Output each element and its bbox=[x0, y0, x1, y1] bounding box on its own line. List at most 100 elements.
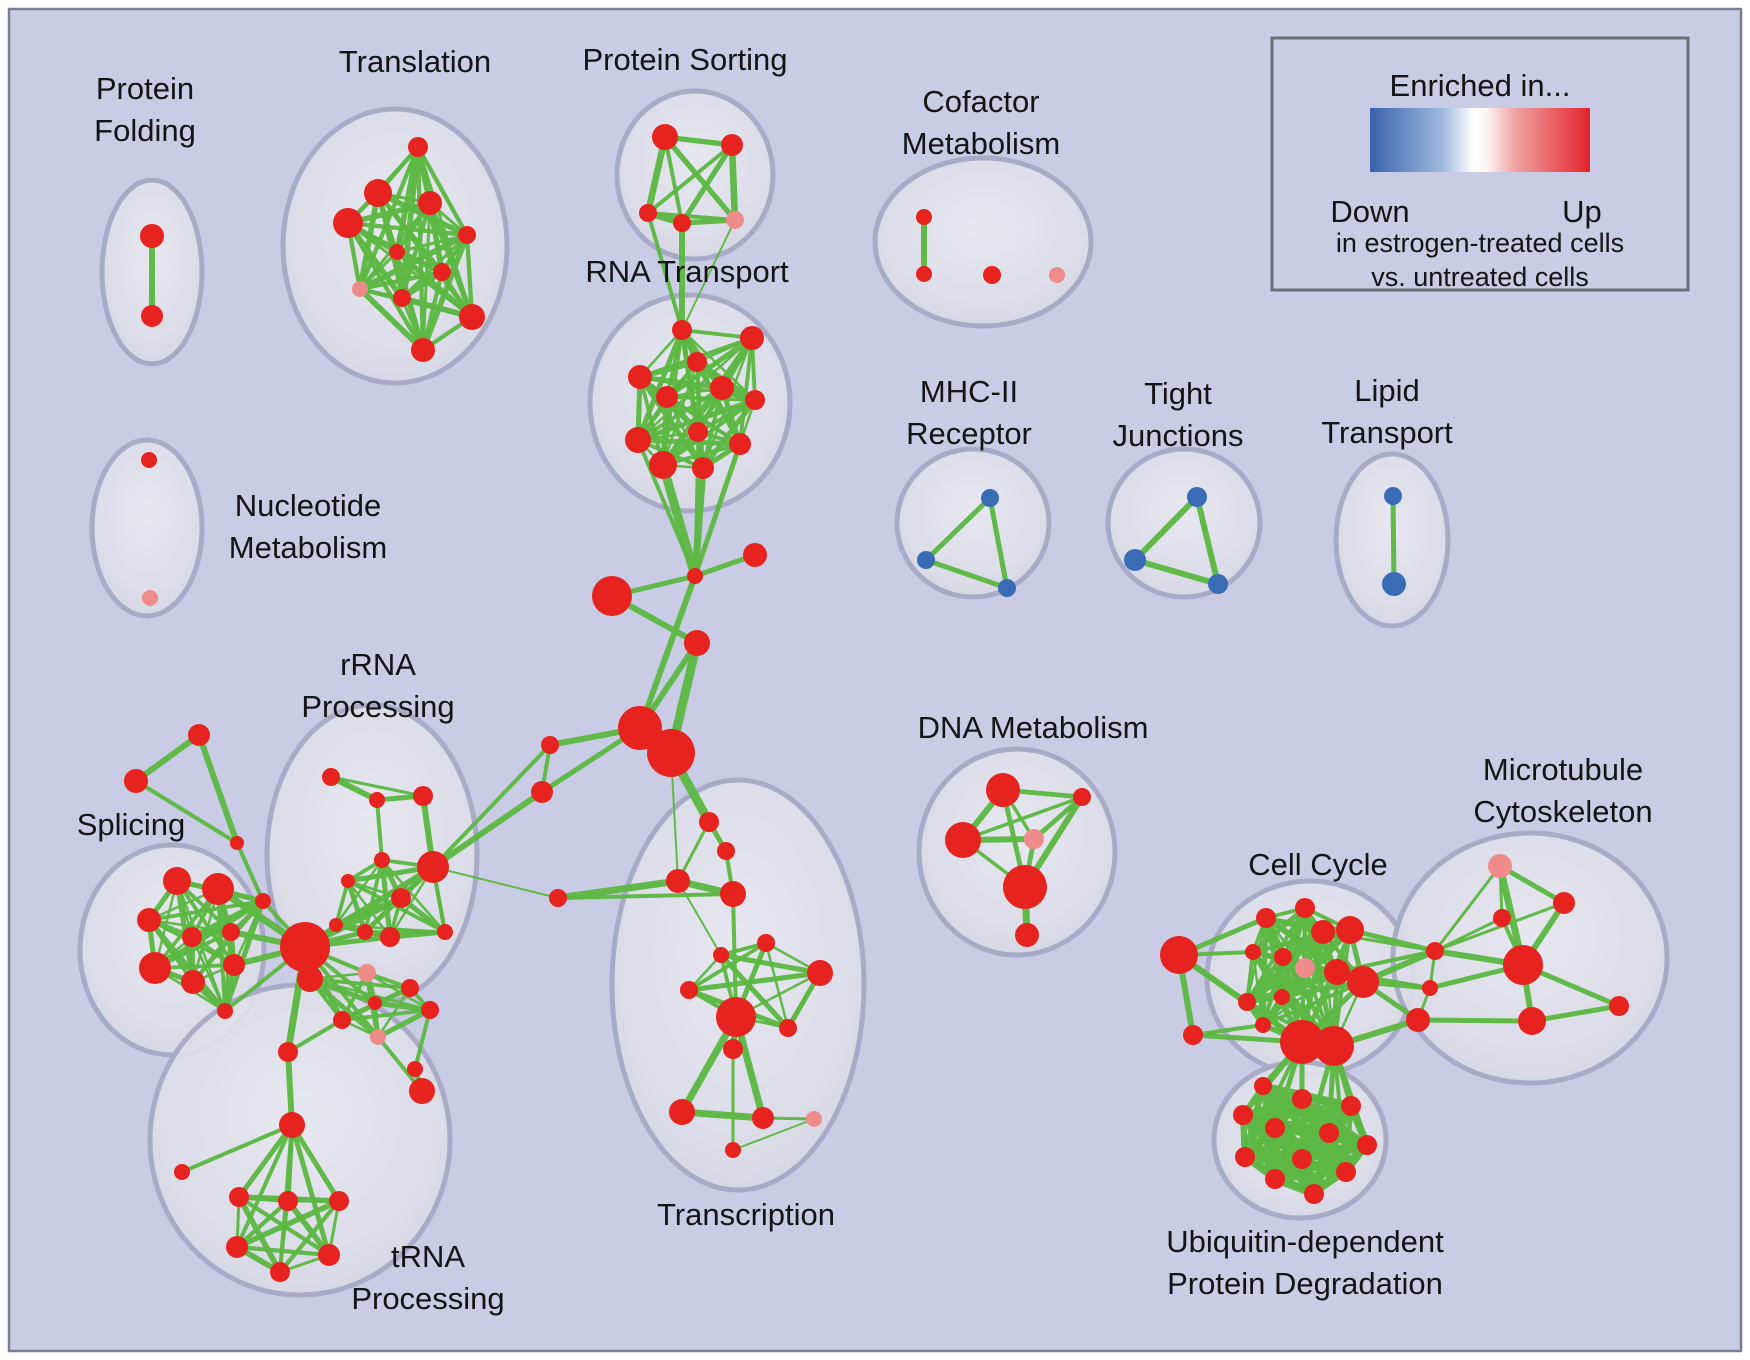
edge bbox=[431, 743, 552, 869]
node-m1 bbox=[1553, 892, 1575, 914]
edge bbox=[285, 1199, 332, 1257]
labels-layer: Protein Folding Translation Protein Sorting… bbox=[77, 42, 1653, 1316]
cluster-label-ubiquitin-degradation: Protein Degradation bbox=[1167, 1266, 1443, 1301]
edge bbox=[662, 135, 738, 222]
node-sp4 bbox=[222, 923, 240, 941]
node-s2 bbox=[639, 204, 657, 222]
edge bbox=[278, 1199, 341, 1274]
node-m2 bbox=[1493, 909, 1511, 927]
node-m4 bbox=[1518, 1007, 1546, 1035]
edge bbox=[420, 271, 445, 351]
node-t1 bbox=[364, 179, 392, 207]
edge bbox=[1390, 495, 1397, 585]
edge bbox=[688, 970, 821, 993]
node-r1 bbox=[740, 326, 764, 350]
node-s3 bbox=[673, 214, 691, 232]
cluster-label-protein-folding: Protein bbox=[96, 71, 194, 106]
node-d5 bbox=[1015, 923, 1039, 947]
edge bbox=[289, 1123, 342, 1203]
cluster-label-cofactor-metabolism: Cofactor bbox=[922, 84, 1039, 119]
node-tn3 bbox=[278, 1191, 298, 1211]
node-tn6 bbox=[318, 1244, 340, 1266]
node-tn1 bbox=[174, 1164, 190, 1180]
node-x7 bbox=[752, 1107, 774, 1129]
edge bbox=[924, 496, 992, 562]
node-c1 bbox=[916, 266, 932, 282]
edge bbox=[557, 877, 679, 902]
node-cch1 bbox=[1280, 1020, 1324, 1064]
node-cc0 bbox=[1160, 936, 1198, 974]
cluster-label-cell-cycle: Cell Cycle bbox=[1248, 847, 1388, 882]
node-g0 bbox=[188, 724, 210, 746]
node-rr12 bbox=[368, 996, 382, 1010]
node-cch2 bbox=[1314, 1026, 1354, 1066]
edge bbox=[663, 136, 684, 224]
node-cc3 bbox=[1295, 898, 1315, 918]
node-u5 bbox=[1319, 1123, 1339, 1143]
edge bbox=[738, 337, 754, 445]
node-m0 bbox=[1488, 854, 1512, 878]
edge bbox=[134, 732, 201, 784]
edge bbox=[646, 143, 734, 215]
edge bbox=[1251, 906, 1307, 954]
edge bbox=[1246, 966, 1306, 1004]
node-rr14 bbox=[333, 1011, 351, 1029]
node-rr9 bbox=[437, 924, 453, 940]
edge bbox=[658, 463, 700, 578]
node-rr11 bbox=[401, 979, 419, 997]
node-cc4 bbox=[1311, 920, 1335, 944]
cluster-label-lipid-transport: Lipid bbox=[1354, 373, 1420, 408]
node-d3 bbox=[1024, 829, 1044, 849]
edge bbox=[692, 443, 743, 577]
cluster-label-mhc-ii-receptor: MHC-II bbox=[920, 374, 1018, 409]
edge bbox=[399, 202, 433, 299]
edge bbox=[925, 557, 1008, 591]
node-d4 bbox=[1003, 865, 1047, 909]
node-r8 bbox=[625, 427, 651, 453]
edge bbox=[1192, 1023, 1264, 1037]
node-cc11 bbox=[1238, 993, 1256, 1011]
cluster-label-ubiquitin-degradation: Ubiquitin-dependent bbox=[1166, 1224, 1444, 1259]
edge bbox=[358, 250, 399, 291]
edge bbox=[681, 1108, 764, 1122]
edge bbox=[1194, 496, 1221, 585]
legend-caption-line1: in estrogen-treated cells bbox=[1336, 228, 1624, 258]
cluster-label-translation: Translation bbox=[339, 44, 491, 79]
edge bbox=[432, 866, 559, 899]
node-t2 bbox=[418, 191, 442, 215]
legend-caption-line2: vs. untreated cells bbox=[1371, 262, 1589, 292]
edge bbox=[1245, 955, 1285, 1004]
node-u6 bbox=[1357, 1135, 1377, 1155]
edge bbox=[399, 146, 421, 299]
edge bbox=[222, 900, 266, 1012]
node-sp6 bbox=[139, 952, 171, 984]
cluster-label-rrna-processing: rRNA bbox=[340, 647, 416, 682]
node-r11 bbox=[692, 457, 714, 479]
node-cc8 bbox=[1295, 958, 1315, 978]
edge bbox=[639, 375, 756, 402]
edge bbox=[334, 880, 350, 926]
edge bbox=[395, 249, 474, 320]
node-r6 bbox=[745, 390, 765, 410]
node-sp9 bbox=[181, 970, 205, 994]
node-t7 bbox=[352, 281, 368, 297]
node-f4 bbox=[541, 736, 559, 754]
node-cc1 bbox=[1183, 1025, 1203, 1045]
node-x0 bbox=[713, 947, 729, 963]
edge bbox=[1274, 1168, 1347, 1183]
edge bbox=[303, 945, 424, 1093]
node-tj0 bbox=[1187, 487, 1207, 507]
node-rr8 bbox=[380, 927, 400, 947]
node-rr16 bbox=[407, 1061, 423, 1077]
node-cc9 bbox=[1324, 959, 1350, 985]
node-rr5 bbox=[391, 888, 411, 908]
node-rr4 bbox=[341, 874, 355, 888]
edge bbox=[636, 439, 697, 577]
edge bbox=[153, 887, 220, 970]
edge bbox=[153, 898, 265, 971]
edge bbox=[334, 859, 384, 926]
cluster-ellipse-nucleotide-metabolism bbox=[89, 437, 205, 619]
node-rr15 bbox=[370, 1029, 386, 1045]
node-x3 bbox=[680, 981, 698, 999]
